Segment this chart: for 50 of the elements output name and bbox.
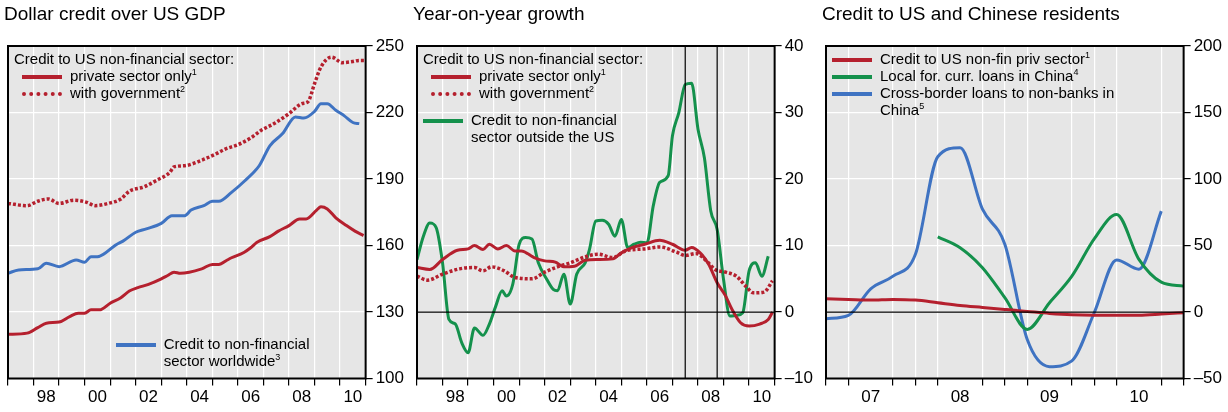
y-tick-label: 150 bbox=[1193, 102, 1223, 122]
x-tick-label: 08 bbox=[701, 387, 721, 407]
y-tick-label: 100 bbox=[375, 368, 405, 388]
x-tick-label: 02 bbox=[548, 387, 567, 407]
y-tick-label: –50 bbox=[1193, 368, 1223, 388]
x-tick-label: 08 bbox=[950, 387, 970, 407]
x-tick-label: 02 bbox=[139, 387, 158, 407]
chart-title: Dollar credit over US GDP bbox=[4, 3, 226, 25]
legend-label: private sector only$^{1}$ bbox=[70, 67, 197, 84]
chart-title: Year-on-year growth bbox=[413, 3, 585, 25]
x-tick-label: 06 bbox=[241, 387, 261, 407]
x-tick-label: 04 bbox=[190, 387, 210, 407]
y-tick-label: 100 bbox=[1193, 168, 1223, 188]
legend-label: Cross-border loans to non-banks in China$^{5}$ bbox=[880, 84, 1116, 118]
legend-label: Local for. curr. loans in China$^{4}$ bbox=[880, 67, 1079, 84]
legend-label: with government$^{2}$ bbox=[479, 84, 595, 101]
legend-label: Credit to non-financial sector outside the US bbox=[471, 111, 618, 145]
legend-label: private sector only$^{1}$ bbox=[479, 67, 606, 84]
legend-label: Credit to non-financial sector worldwide$^{3}$ bbox=[163, 334, 311, 369]
x-tick-label: 98 bbox=[445, 387, 465, 407]
y-tick-label: 250 bbox=[375, 35, 405, 55]
x-tick-label: 07 bbox=[861, 387, 881, 407]
x-tick-label: 10 bbox=[752, 387, 772, 407]
x-tick-label: 00 bbox=[87, 387, 107, 407]
x-tick-label: 10 bbox=[1129, 387, 1149, 407]
x-tick-label: 98 bbox=[36, 387, 56, 407]
legend-title: Credit to US non-financial sector: bbox=[14, 50, 235, 67]
y-tick-label: 160 bbox=[375, 235, 405, 255]
y-tick-label: 20 bbox=[784, 168, 804, 188]
y-tick-label: 190 bbox=[375, 168, 405, 188]
y-tick-label: 200 bbox=[1193, 35, 1223, 55]
chart-title: Credit to US and Chinese residents bbox=[822, 3, 1120, 25]
x-tick-label: 10 bbox=[343, 387, 363, 407]
x-tick-label: 06 bbox=[650, 387, 670, 407]
x-tick-label: 08 bbox=[292, 387, 312, 407]
legend-label: Credit to US non-fin priv sector$^{1}$ bbox=[880, 50, 1091, 67]
legend-label: with government$^{2}$ bbox=[70, 84, 186, 101]
legend-title: Credit to US non-financial sector: bbox=[423, 50, 645, 67]
y-tick-label: 30 bbox=[784, 102, 804, 122]
y-tick-label: 0 bbox=[784, 301, 795, 321]
y-tick-label: 130 bbox=[375, 301, 405, 321]
y-tick-label: 220 bbox=[375, 102, 405, 122]
x-tick-label: 04 bbox=[599, 387, 619, 407]
y-tick-label: 50 bbox=[1193, 235, 1213, 255]
x-tick-label: 00 bbox=[496, 387, 516, 407]
x-tick-label: 09 bbox=[1040, 387, 1059, 407]
y-tick-label: –10 bbox=[784, 368, 814, 388]
y-tick-label: 0 bbox=[1193, 301, 1204, 321]
y-tick-label: 40 bbox=[784, 35, 804, 55]
y-tick-label: 10 bbox=[784, 235, 804, 255]
